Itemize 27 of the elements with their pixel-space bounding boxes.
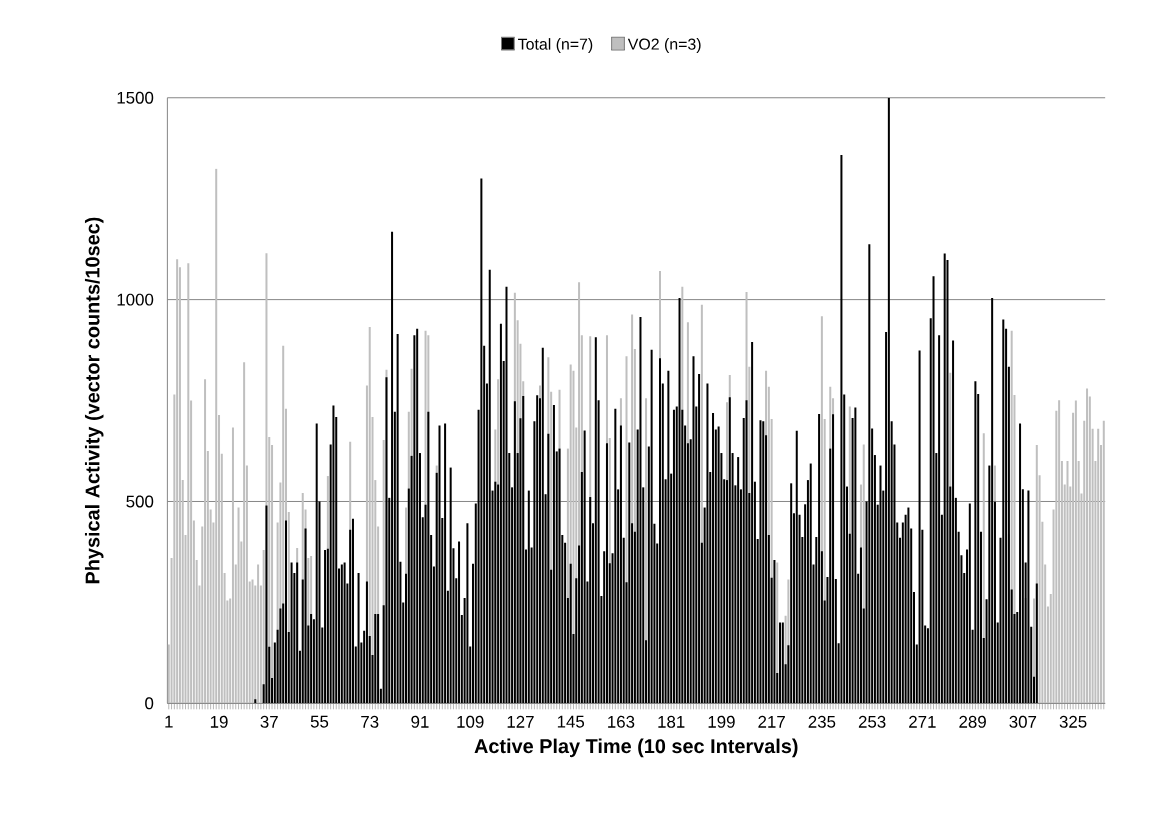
legend-label: Total (n=7) <box>518 38 593 53</box>
x-tick-label: 19 <box>210 715 228 728</box>
x-tick-label: 307 <box>1009 715 1037 728</box>
x-tick-label: 271 <box>909 715 936 728</box>
y-tick-label: 500 <box>126 495 154 508</box>
x-tick-label: 37 <box>260 715 278 728</box>
x-tick-label: 235 <box>808 715 836 728</box>
x-tick-label: 289 <box>959 715 986 728</box>
x-tick-label: 199 <box>708 715 735 728</box>
x-tick-label: 181 <box>658 715 685 728</box>
legend-label: VO2 (n=3) <box>627 38 701 53</box>
x-tick-label: 253 <box>858 715 886 728</box>
y-tick-label: 1500 <box>117 91 154 104</box>
x-tick-label: 109 <box>457 715 484 728</box>
x-axis-title: Active Play Time (10 sec Intervals) <box>474 738 798 758</box>
x-tick-label: 325 <box>1059 715 1087 728</box>
x-tick-label: 73 <box>361 715 379 728</box>
x-tick-label: 163 <box>608 715 635 728</box>
y-axis-title: Physical Activity (vector counts/10sec) <box>84 217 104 584</box>
x-tick-label: 217 <box>758 715 785 728</box>
y-tick-label: 1000 <box>117 293 154 306</box>
x-tick-label: 55 <box>310 715 329 728</box>
x-tick-label: 127 <box>507 715 534 728</box>
x-tick-label: 1 <box>165 715 173 728</box>
y-tick-label: 0 <box>145 697 154 710</box>
x-tick-label: 91 <box>411 715 429 728</box>
x-tick-label: 145 <box>557 715 585 728</box>
